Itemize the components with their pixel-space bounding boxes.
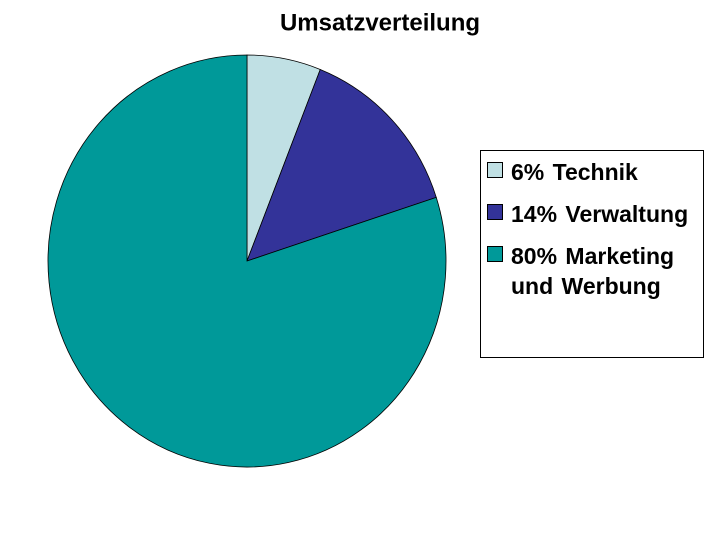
legend-swatch (487, 246, 503, 262)
legend-item: 14% Verwaltung (487, 199, 699, 229)
legend-swatch (487, 162, 503, 178)
legend: 6% Technik 14% Verwaltung 80% Marketing un… (480, 150, 704, 358)
chart-title: Umsatzverteilung (280, 9, 480, 36)
pie-slice (47, 54, 447, 468)
legend-item: 6% Technik (487, 157, 699, 187)
legend-item: 80% Marketing und Werbung (487, 241, 699, 301)
legend-label: 14% Verwaltung (511, 201, 689, 227)
legend-label: 6% Technik (511, 159, 638, 185)
legend-label: 80% Marketing und Werbung (511, 243, 675, 299)
legend-swatch (487, 204, 503, 220)
